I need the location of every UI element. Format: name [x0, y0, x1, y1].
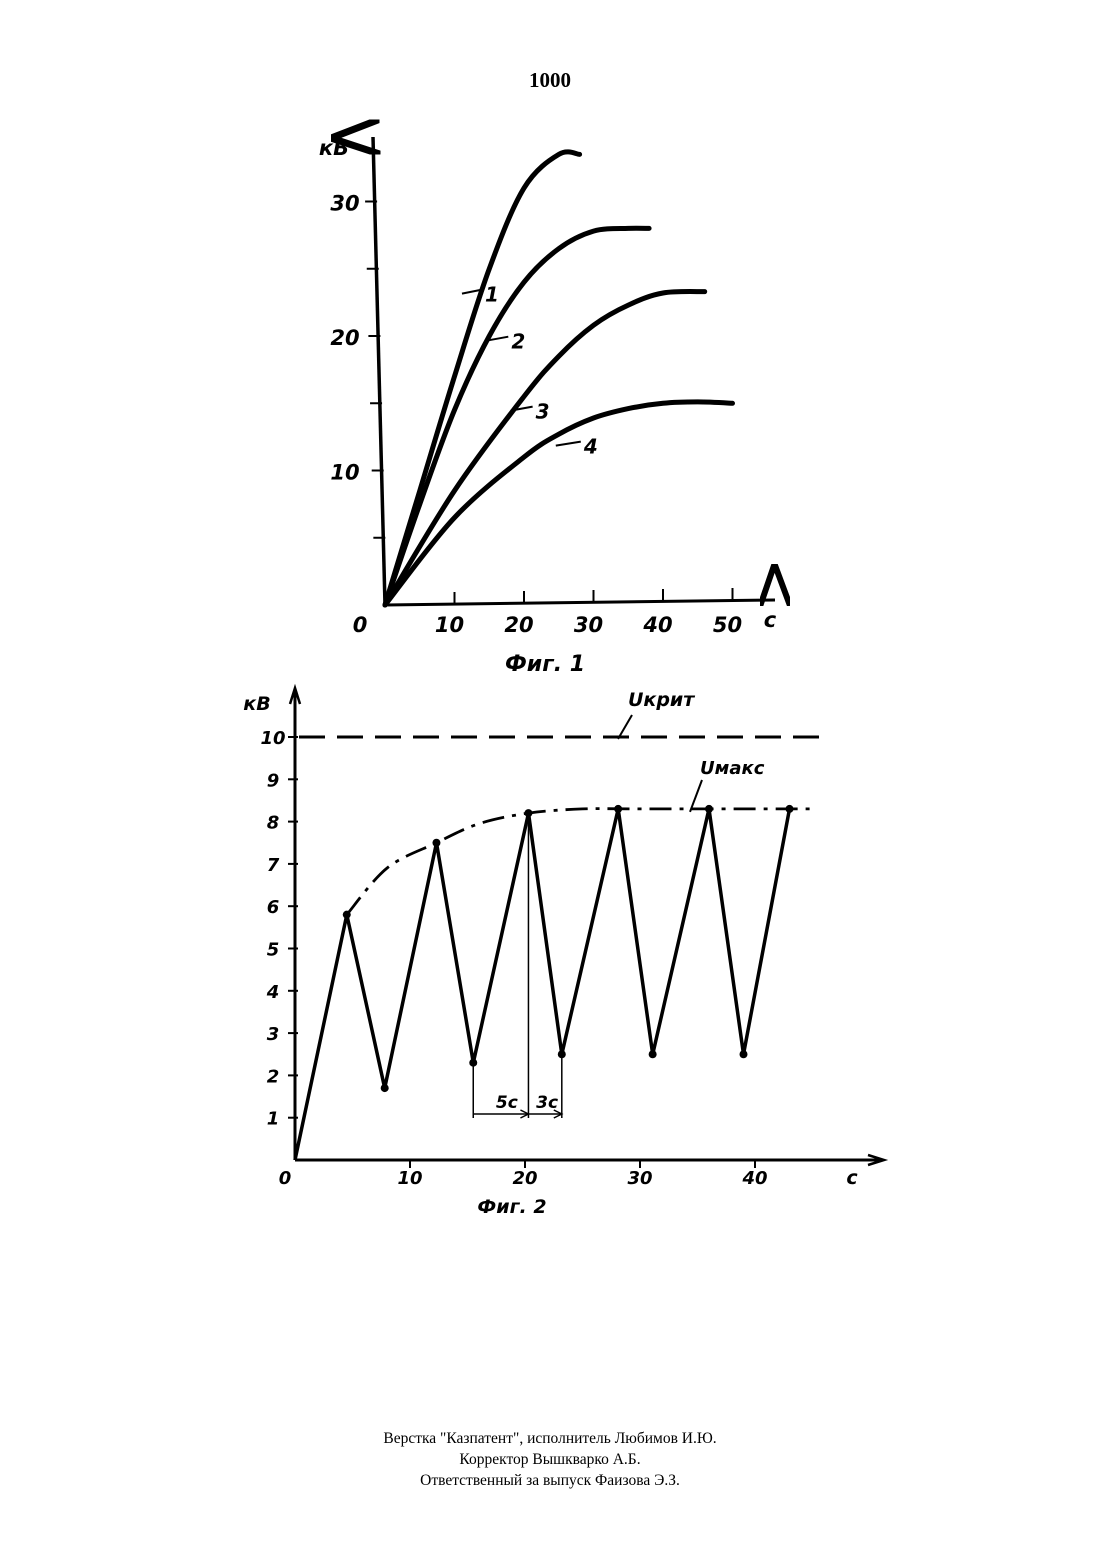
x-tick-label: 20	[512, 1168, 537, 1189]
y-tick-label: 20	[330, 326, 359, 350]
figure-2-labels: 1 2 3 4 5 6 7 8 9 10 0 10 20 30 40 кВ с Фиг. 2 Uкрит Uмакс 5…	[243, 689, 858, 1218]
x-tick-label: 30	[574, 613, 603, 637]
data-point	[649, 1050, 657, 1058]
x-tick-label: 30	[627, 1168, 652, 1189]
y-tick-label: 9	[267, 770, 280, 791]
u-maks-label: Uмакс	[700, 758, 765, 779]
figure-2-axes	[288, 688, 884, 1168]
data-point	[432, 839, 440, 847]
data-point	[614, 805, 622, 813]
y-axis	[373, 137, 385, 605]
u-krit-label: Uкрит	[628, 689, 695, 711]
figure-2-series	[295, 737, 825, 1160]
y-tick-label: 10	[260, 728, 285, 749]
y-tick-label: 1	[267, 1109, 280, 1130]
u-maks-leader	[690, 780, 702, 812]
curve-2	[385, 228, 649, 605]
y-axis-label: кВ	[319, 136, 349, 160]
interval-label: 3с	[536, 1093, 558, 1113]
y-tick-label: 10	[330, 461, 359, 485]
x-axis-label: с	[764, 608, 777, 632]
x-tick-label: 20	[504, 613, 533, 637]
x-tick-label: 50	[713, 613, 742, 637]
curve-1	[385, 152, 580, 605]
curve-label-2: 2	[511, 330, 525, 354]
y-tick-label: 3	[267, 1024, 280, 1045]
y-tick-label: 4	[266, 982, 280, 1003]
data-point	[343, 911, 351, 919]
y-tick-label: 8	[267, 813, 280, 834]
x-tick-label: 40	[642, 613, 672, 637]
footer-line-3: Ответственный за выпуск Фаизова Э.З.	[0, 1470, 1100, 1491]
y-tick-label: 5	[267, 940, 280, 961]
x-axis-label: с	[846, 1167, 858, 1189]
x-tick-label: 0	[279, 1168, 292, 1189]
data-point	[740, 1050, 748, 1058]
y-tick-label: 30	[330, 192, 359, 216]
x-tick-label: 10	[397, 1168, 422, 1189]
y-tick-label: 2	[267, 1066, 280, 1087]
page-number: 1000	[0, 68, 1100, 93]
interval-label: 5с	[496, 1093, 518, 1113]
curve-label-1: 1	[485, 283, 499, 307]
x-axis	[385, 600, 775, 605]
y-tick-label: 6	[267, 897, 280, 918]
x-tick-label: 10	[435, 613, 464, 637]
data-point	[705, 805, 713, 813]
footer: Верстка "Казпатент", исполнитель Любимов…	[0, 1428, 1100, 1491]
y-axis-label: кВ	[243, 693, 270, 715]
data-point	[381, 1084, 389, 1092]
figure-2-chart: 1 2 3 4 5 6 7 8 9 10 0 10 20 30 40 кВ с Фиг. 2 Uкрит Uмакс 5…	[240, 670, 920, 1230]
y-tick-label: 7	[267, 855, 280, 876]
u-maks-envelope	[347, 809, 813, 915]
data-point	[786, 805, 794, 813]
figure-1-chart: 10203001020304050кВсФиг. 11234	[300, 115, 820, 675]
u-krit-leader	[618, 715, 632, 739]
curve-label-3: 3	[536, 400, 550, 424]
figure-1-series	[385, 152, 733, 605]
footer-line-1: Верстка "Казпатент", исполнитель Любимов…	[0, 1428, 1100, 1449]
x-tick-label: 40	[741, 1168, 767, 1189]
footer-line-2: Корректор Вышкварко А.Б.	[0, 1449, 1100, 1470]
figure-title: Фиг. 2	[477, 1196, 546, 1218]
curve-label-4: 4	[583, 435, 598, 459]
x-tick-label: 0	[353, 613, 368, 637]
curve-leader	[556, 442, 581, 446]
